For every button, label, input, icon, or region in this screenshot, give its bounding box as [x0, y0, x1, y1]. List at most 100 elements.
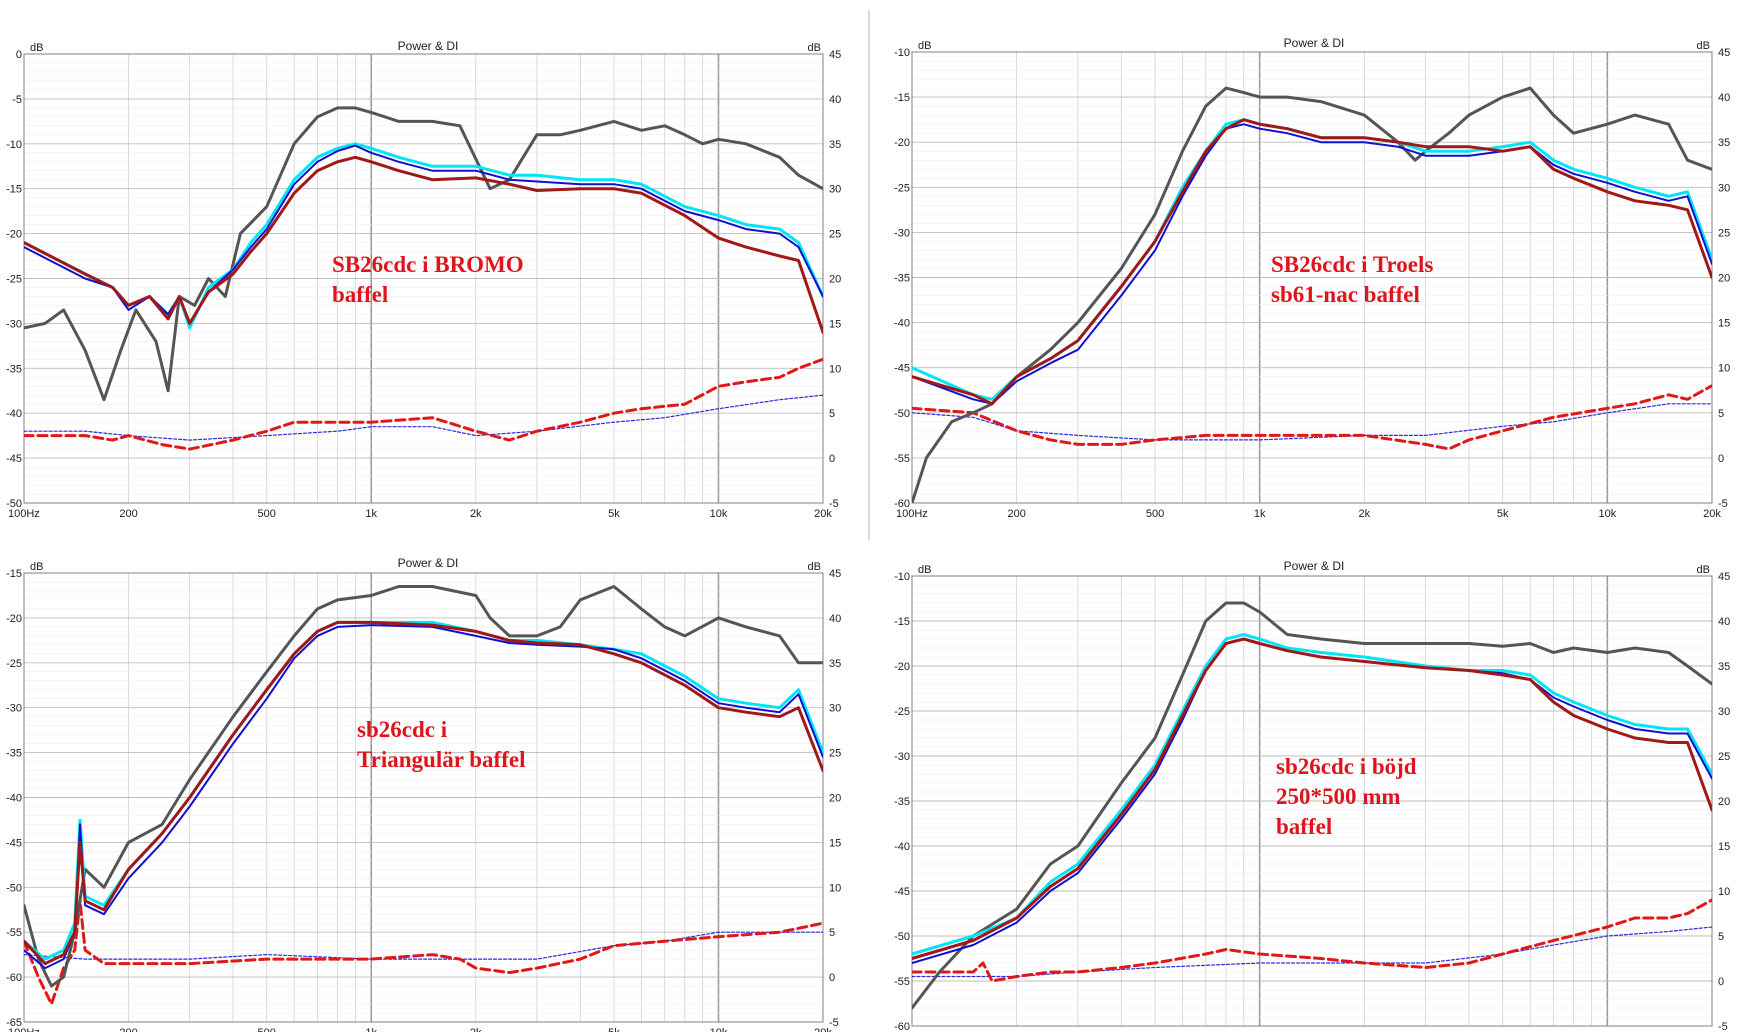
left-tick-label: -60	[894, 1021, 910, 1032]
left-tick-label: -35	[894, 273, 910, 285]
left-tick-label: -55	[894, 453, 910, 465]
left-tick-label: -25	[894, 706, 910, 718]
right-tick-label: 20	[1718, 273, 1730, 285]
right-tick-label: 35	[829, 658, 841, 670]
annotation-text: SB26cdc i Troels	[1271, 252, 1433, 277]
left-axis-unit: dB	[918, 40, 931, 52]
on-axis-line	[912, 601, 1712, 1010]
right-tick-label: 30	[829, 703, 841, 715]
left-tick-label: -15	[6, 184, 22, 196]
chart-panel-4: Power & DI dB dB -10 -15 -20 -25 -30 -35 -40 -45 -5…	[894, 559, 1730, 1032]
di-b-line	[24, 394, 823, 441]
left-tick-label: -5	[12, 94, 22, 106]
power-response-c-line	[912, 637, 1712, 960]
right-axis-unit: dB	[808, 561, 821, 573]
left-tick-label: -50	[894, 931, 910, 943]
x-tick-label: 5k	[608, 1027, 620, 1032]
left-tick-label: -40	[894, 318, 910, 330]
left-tick-label: -60	[6, 972, 22, 984]
x-tick-label: 100Hz	[8, 508, 40, 520]
left-tick-label: -35	[894, 796, 910, 808]
left-tick-label: -15	[894, 616, 910, 628]
x-tick-label: 500	[258, 1027, 276, 1032]
power-response-c-line	[912, 118, 1712, 406]
x-tick-label: 10k	[1598, 508, 1616, 520]
annotation-text: SB26cdc i BROMO	[332, 252, 524, 277]
di-a-line	[24, 357, 823, 451]
x-tick-label: 10k	[710, 1027, 728, 1032]
left-tick-label: -35	[6, 748, 22, 760]
right-axis-unit: dB	[1697, 564, 1710, 576]
x-tick-label: 10k	[710, 508, 728, 520]
x-tick-label: 20k	[1703, 508, 1721, 520]
right-tick-label: 25	[1718, 227, 1730, 239]
annotation-text: sb26cdc i	[357, 717, 448, 742]
x-tick-label: 200	[119, 508, 137, 520]
right-tick-label: 5	[829, 927, 835, 939]
on-axis-line	[24, 106, 823, 402]
x-tick-label: 1k	[365, 508, 377, 520]
chart-panel-1: Power & DI dB dB 0 -5 -10 -15 -20 -25 -30 -35 -40 -4…	[6, 39, 841, 520]
right-tick-label: -5	[829, 498, 839, 510]
annotation-text: sb61-nac baffel	[1271, 282, 1420, 307]
vertical-divider	[868, 10, 870, 540]
right-tick-label: 40	[829, 94, 841, 106]
right-tick-label: 35	[1718, 137, 1730, 149]
x-tick-label: 200	[1007, 508, 1025, 520]
x-tick-label: 2k	[470, 508, 482, 520]
left-tick-label: -30	[894, 751, 910, 763]
right-tick-label: 30	[829, 184, 841, 196]
right-tick-label: 40	[829, 613, 841, 625]
left-tick-label: -30	[894, 227, 910, 239]
left-tick-label: -65	[6, 1017, 22, 1029]
left-tick-label: -45	[6, 453, 22, 465]
right-tick-label: 10	[829, 882, 841, 894]
right-tick-label: 0	[1718, 453, 1724, 465]
right-tick-label: 30	[1718, 182, 1730, 194]
x-tick-label: 1k	[1254, 508, 1266, 520]
right-tick-label: 20	[1718, 796, 1730, 808]
left-tick-label: -10	[894, 47, 910, 59]
left-tick-label: -55	[6, 927, 22, 939]
right-tick-label: 20	[829, 793, 841, 805]
left-tick-label: -15	[6, 568, 22, 580]
right-tick-label: 25	[829, 229, 841, 241]
right-tick-label: 15	[1718, 841, 1730, 853]
di-a-line	[24, 899, 823, 1006]
x-tick-label: 20k	[814, 508, 832, 520]
right-tick-label: 25	[829, 748, 841, 760]
x-tick-label: 200	[119, 1027, 137, 1032]
left-tick-label: -45	[894, 886, 910, 898]
left-tick-label: -20	[6, 613, 22, 625]
right-tick-label: -5	[1718, 498, 1728, 510]
chart-title: Power & DI	[1284, 36, 1345, 50]
x-tick-label: 100Hz	[896, 508, 928, 520]
x-tick-label: 5k	[608, 508, 620, 520]
plot-frame	[23, 572, 824, 1023]
right-tick-label: 10	[829, 363, 841, 375]
left-tick-label: -40	[894, 841, 910, 853]
right-tick-label: 5	[1718, 408, 1724, 420]
left-tick-label: 0	[16, 49, 22, 61]
x-tick-label: 20k	[814, 1027, 832, 1032]
left-tick-label: -50	[6, 882, 22, 894]
left-tick-label: -45	[894, 363, 910, 375]
left-tick-label: -60	[894, 498, 910, 510]
right-tick-label: 15	[829, 318, 841, 330]
di-a-line	[912, 898, 1712, 983]
annotation-text: baffel	[332, 282, 388, 307]
right-tick-label: 10	[1718, 886, 1730, 898]
power-response-b-line	[24, 144, 823, 325]
right-tick-label: 30	[1718, 706, 1730, 718]
x-tick-label: 5k	[1497, 508, 1509, 520]
annotation-text: sb26cdc i böjd	[1276, 754, 1417, 779]
left-tick-label: -25	[6, 274, 22, 286]
right-tick-label: 45	[829, 568, 841, 580]
right-axis-unit: dB	[1697, 40, 1710, 52]
left-tick-label: -45	[6, 837, 22, 849]
right-tick-label: -5	[829, 1017, 839, 1029]
power-response-a-line	[912, 633, 1712, 956]
left-tick-label: -10	[6, 139, 22, 151]
power-response-c-line	[24, 155, 823, 334]
